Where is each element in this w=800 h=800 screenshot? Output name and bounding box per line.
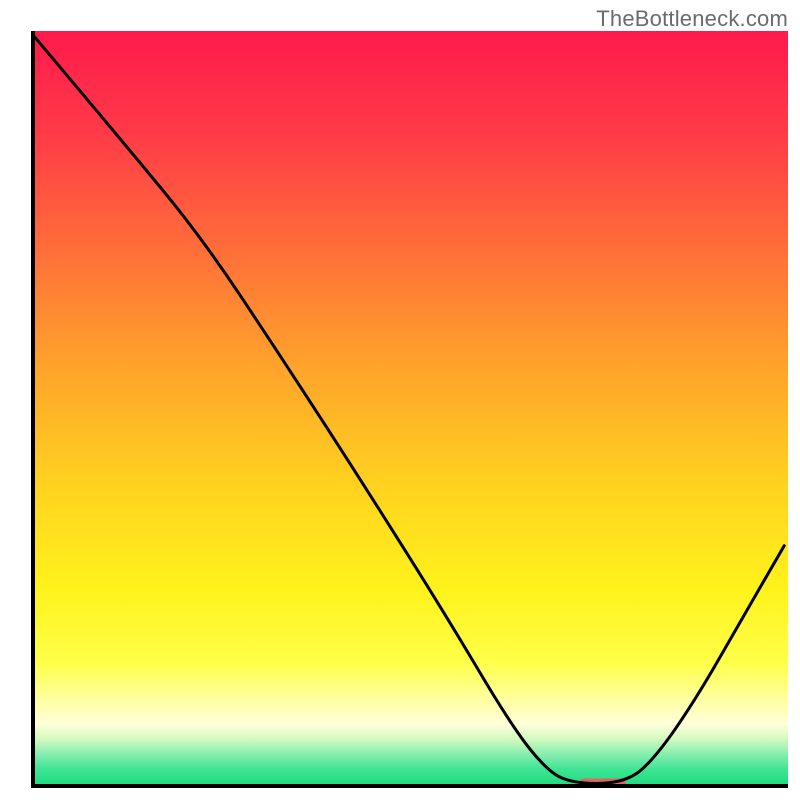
plot-svg [31,31,788,788]
watermark-text: TheBottleneck.com [596,6,788,32]
plot-area [31,31,788,788]
chart-container: TheBottleneck.com [0,0,800,800]
gradient-background [31,31,788,788]
